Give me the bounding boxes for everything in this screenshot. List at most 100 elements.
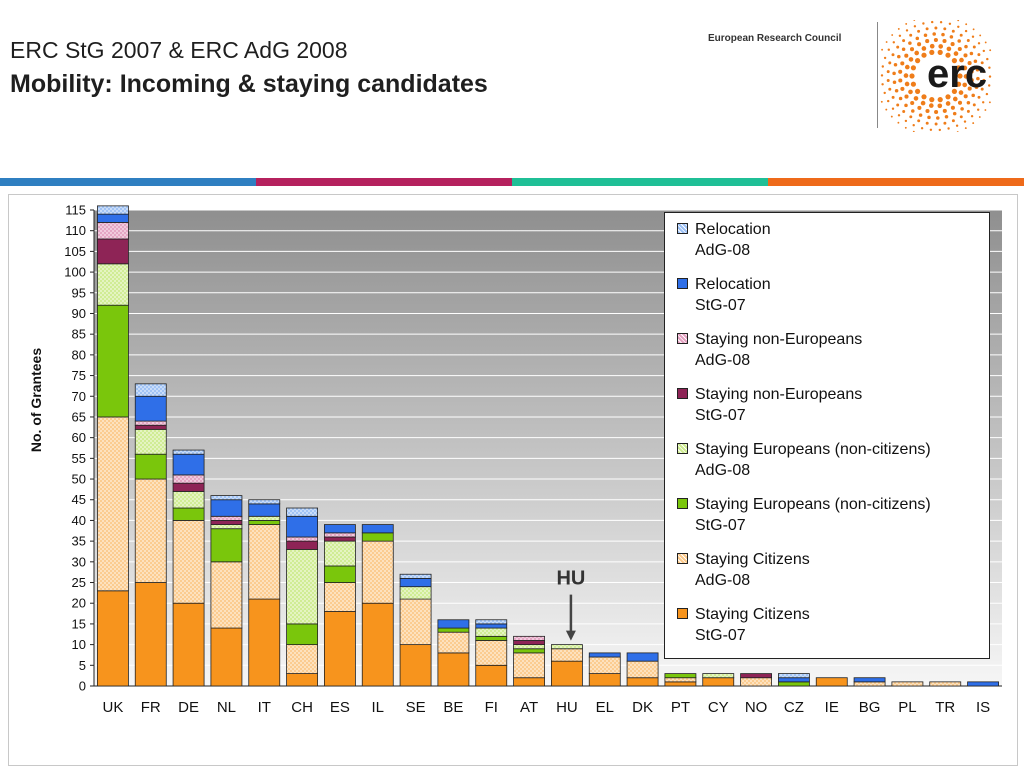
y-tick-label: 40 bbox=[72, 513, 86, 528]
logo-divider bbox=[877, 22, 878, 128]
annotation-arrowhead bbox=[565, 630, 576, 641]
logo-dot bbox=[881, 48, 884, 51]
x-tick-label: NO bbox=[745, 699, 768, 716]
logo-dot bbox=[888, 87, 892, 91]
logo-dot bbox=[950, 105, 955, 110]
bar-segment bbox=[626, 677, 659, 687]
bar-segment bbox=[248, 598, 281, 687]
logo-dot bbox=[949, 35, 954, 39]
legend-label: Staying non-Europeans StG-07 bbox=[695, 386, 863, 424]
bar-segment bbox=[248, 503, 281, 517]
logo-dot bbox=[915, 36, 920, 41]
legend-label: Staying non-Europeans AdG-08 bbox=[695, 331, 863, 369]
bar-segment bbox=[172, 474, 205, 484]
logo-dot bbox=[911, 109, 915, 113]
x-tick-label: ES bbox=[330, 699, 350, 716]
logo-dot bbox=[937, 97, 943, 103]
logo-dot bbox=[969, 51, 974, 56]
x-tick-label: FI bbox=[485, 699, 498, 716]
logo-dot bbox=[973, 59, 978, 64]
logo-dot bbox=[904, 81, 910, 87]
bar-segment bbox=[437, 652, 470, 687]
annotation-label: HU bbox=[556, 568, 585, 590]
legend-item: Staying Europeans (non-citizens) AdG-08 bbox=[677, 439, 989, 494]
bar-segment bbox=[967, 681, 999, 687]
bar-segment bbox=[210, 520, 243, 525]
logo-dot bbox=[890, 115, 893, 118]
logo-dot bbox=[977, 53, 981, 57]
logo-dot bbox=[962, 65, 968, 71]
legend-item: Relocation AdG-08 bbox=[677, 219, 989, 274]
bar-segment bbox=[323, 611, 356, 687]
bar-segment bbox=[778, 681, 810, 687]
logo-dot bbox=[915, 58, 921, 64]
bar-segment bbox=[399, 598, 432, 646]
logo-dot bbox=[957, 100, 963, 105]
bar-segment bbox=[399, 577, 432, 588]
logo-dot bbox=[953, 51, 959, 56]
logo-dot bbox=[969, 78, 974, 83]
logo-dot bbox=[886, 79, 890, 82]
bar-segment bbox=[172, 520, 205, 604]
x-tick-label: PL bbox=[898, 699, 916, 716]
logo-dot bbox=[941, 32, 945, 37]
bar-segment bbox=[437, 619, 470, 629]
logo-dot bbox=[971, 35, 975, 38]
logo-dot bbox=[922, 22, 925, 25]
bar-segment bbox=[437, 631, 470, 654]
bar-segment bbox=[513, 640, 545, 646]
color-band bbox=[0, 178, 1024, 186]
logo-dot bbox=[928, 103, 934, 108]
logo-dot bbox=[920, 127, 924, 130]
logo-dot bbox=[903, 73, 909, 78]
legend-item: Staying Citizens StG-07 bbox=[677, 604, 989, 659]
x-tick-label: BE bbox=[443, 699, 463, 716]
logo-dot bbox=[904, 94, 909, 99]
logo-dot bbox=[964, 29, 968, 33]
bar-segment bbox=[702, 677, 735, 687]
logo-dot bbox=[972, 103, 976, 107]
logo-dot bbox=[908, 57, 914, 62]
logo-dot bbox=[988, 101, 991, 104]
logo-dot bbox=[925, 121, 929, 125]
logo-dot bbox=[945, 101, 951, 106]
y-tick-label: 30 bbox=[72, 554, 86, 569]
bar-segment bbox=[513, 644, 545, 650]
logo-dot bbox=[894, 88, 899, 93]
x-tick-label: DE bbox=[178, 699, 199, 716]
logo-dot bbox=[901, 47, 906, 51]
bar-segment bbox=[248, 515, 281, 521]
logo-dot bbox=[933, 37, 938, 43]
logo-dot bbox=[960, 107, 964, 111]
logo-dot bbox=[917, 105, 922, 110]
bar-segment bbox=[475, 623, 508, 629]
logo-dot bbox=[959, 115, 963, 119]
bar-segment bbox=[172, 482, 205, 492]
bar-segment bbox=[286, 673, 318, 687]
legend-label: Staying Citizens StG-07 bbox=[695, 606, 810, 644]
bar-segment bbox=[513, 652, 545, 679]
logo-dot bbox=[886, 70, 890, 74]
bar-segment bbox=[475, 619, 508, 625]
logo-dot bbox=[977, 95, 981, 99]
bar-segment bbox=[551, 644, 583, 650]
logo-dot bbox=[909, 33, 913, 37]
logo-dot bbox=[942, 38, 947, 44]
logo-dot bbox=[881, 83, 884, 86]
bar-segment bbox=[286, 536, 318, 542]
logo-dot bbox=[956, 131, 959, 132]
logo-dot bbox=[980, 61, 984, 65]
logo-dot bbox=[957, 73, 963, 79]
bar-segment bbox=[210, 561, 243, 629]
legend-label: Staying Europeans (non-citizens) StG-07 bbox=[695, 496, 931, 534]
logo-dot bbox=[893, 62, 898, 67]
bar-segment bbox=[323, 532, 356, 538]
logo-dot bbox=[948, 22, 952, 25]
bar-segment bbox=[475, 627, 508, 637]
bar-segment bbox=[740, 677, 772, 687]
logo-dot bbox=[904, 53, 909, 58]
logo-dot bbox=[938, 128, 941, 132]
bar-segment bbox=[513, 648, 545, 654]
y-tick-label: 5 bbox=[79, 658, 86, 673]
logo-dot bbox=[892, 80, 897, 84]
